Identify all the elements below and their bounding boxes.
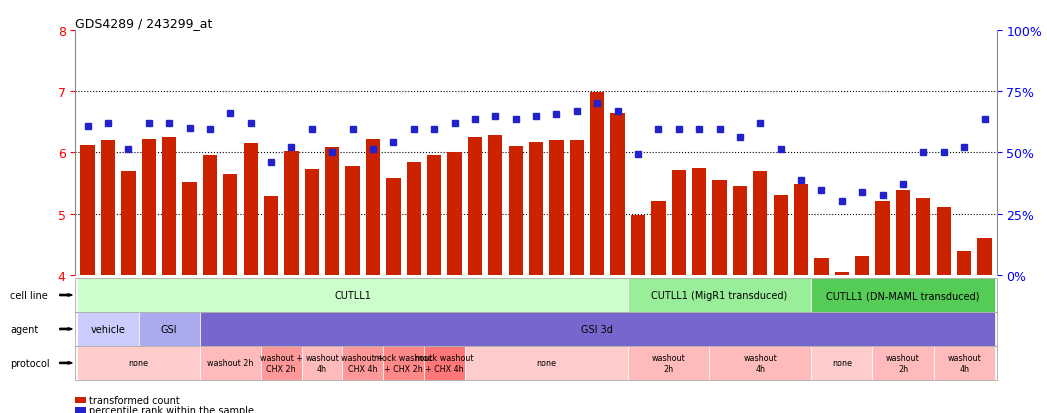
Bar: [875, 202, 890, 275]
Text: GSI 3d: GSI 3d: [581, 324, 614, 334]
Bar: [468, 138, 482, 275]
Text: none: none: [536, 358, 556, 368]
Bar: [610, 113, 625, 275]
Text: GDS4289 / 243299_at: GDS4289 / 243299_at: [75, 17, 213, 30]
Text: protocol: protocol: [10, 358, 50, 368]
Bar: [427, 156, 441, 275]
Text: washout +
CHX 2h: washout + CHX 2h: [260, 354, 303, 373]
Text: washout
4h: washout 4h: [305, 354, 339, 373]
Bar: [325, 148, 339, 275]
Bar: [815, 258, 828, 275]
Text: vehicle: vehicle: [90, 324, 126, 334]
Bar: [244, 144, 258, 275]
Bar: [141, 140, 156, 275]
Bar: [488, 136, 503, 275]
Bar: [223, 174, 238, 275]
Bar: [774, 196, 787, 275]
Bar: [121, 171, 135, 275]
Text: none: none: [129, 358, 149, 368]
Bar: [978, 238, 992, 275]
Text: CUTLL1 (MigR1 transduced): CUTLL1 (MigR1 transduced): [651, 290, 787, 300]
Bar: [570, 141, 584, 275]
Bar: [651, 202, 666, 275]
Text: washout
4h: washout 4h: [948, 354, 981, 373]
Bar: [386, 179, 401, 275]
Bar: [916, 199, 931, 275]
FancyArrow shape: [60, 294, 72, 297]
Bar: [855, 257, 869, 275]
Text: GSI: GSI: [161, 324, 177, 334]
Bar: [101, 140, 115, 275]
Text: mock washout
+ CHX 2h: mock washout + CHX 2h: [375, 354, 432, 373]
Bar: [285, 151, 298, 275]
Text: washout
2h: washout 2h: [886, 354, 920, 373]
Text: none: none: [831, 358, 852, 368]
Bar: [733, 187, 748, 275]
Text: CUTLL1 (DN-MAML transduced): CUTLL1 (DN-MAML transduced): [826, 290, 980, 300]
Bar: [631, 215, 645, 275]
Text: agent: agent: [10, 324, 39, 334]
Bar: [671, 170, 686, 275]
Text: transformed count: transformed count: [89, 395, 180, 405]
Bar: [406, 162, 421, 275]
Bar: [550, 141, 563, 275]
Bar: [264, 197, 279, 275]
Text: mock washout
+ CHX 4h: mock washout + CHX 4h: [415, 354, 473, 373]
Text: washout 2h: washout 2h: [207, 358, 253, 368]
Bar: [509, 147, 522, 275]
Text: CUTLL1: CUTLL1: [334, 290, 371, 300]
Bar: [81, 146, 94, 275]
FancyArrow shape: [60, 362, 72, 364]
Bar: [712, 180, 727, 275]
Bar: [162, 138, 176, 275]
Text: washout
2h: washout 2h: [651, 354, 686, 373]
Bar: [529, 142, 543, 275]
Bar: [182, 182, 197, 275]
Bar: [346, 166, 360, 275]
Text: washout
4h: washout 4h: [743, 354, 777, 373]
Bar: [692, 168, 707, 275]
Bar: [203, 156, 217, 275]
Bar: [365, 140, 380, 275]
Bar: [447, 153, 462, 275]
Bar: [591, 93, 604, 275]
Bar: [957, 252, 972, 275]
FancyArrow shape: [60, 328, 72, 330]
Bar: [753, 171, 767, 275]
Bar: [896, 191, 910, 275]
Bar: [305, 169, 319, 275]
Text: washout +
CHX 4h: washout + CHX 4h: [341, 354, 384, 373]
Bar: [794, 185, 808, 275]
Bar: [937, 208, 951, 275]
Bar: [834, 272, 849, 275]
Text: percentile rank within the sample: percentile rank within the sample: [89, 406, 254, 413]
Text: cell line: cell line: [10, 290, 48, 300]
